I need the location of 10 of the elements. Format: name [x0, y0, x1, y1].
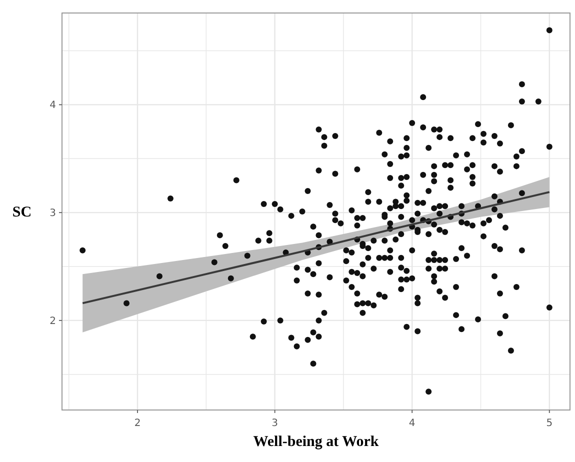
x-tick-label: 4 — [408, 418, 416, 429]
y-tick-label: 3 — [50, 208, 56, 220]
x-tick-label: 5 — [546, 418, 553, 429]
x-axis-title: Well-being at Work — [253, 434, 380, 450]
y-tick-label: 2 — [50, 316, 56, 327]
y-axis-title: SC — [12, 204, 32, 220]
line-series — [82, 191, 550, 304]
x-tick-label: 2 — [134, 418, 141, 429]
y-tick-label: 4 — [50, 100, 56, 112]
x-tick-label: 3 — [272, 418, 278, 429]
